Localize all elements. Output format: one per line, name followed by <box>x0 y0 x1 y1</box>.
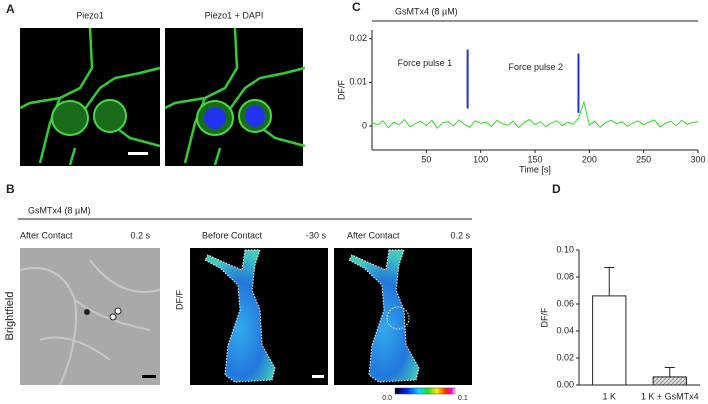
treatment: GsMTx4 (8 µM) <box>28 205 91 215</box>
colorbar <box>394 387 456 395</box>
bead <box>114 307 122 315</box>
image-time: 0.2 s <box>130 230 150 240</box>
image <box>165 28 303 166</box>
y-axis-label: DF/F <box>539 307 549 327</box>
panel-label: C <box>352 0 361 14</box>
side-label: Brightfield <box>4 292 16 341</box>
x-tick-label: 50 <box>421 154 431 164</box>
x-tick-label: 1 K <box>602 391 616 401</box>
y-axis-label: DF/F <box>336 80 346 100</box>
y-tick-label: 0.00 <box>556 379 574 389</box>
bead <box>109 313 117 321</box>
image-title: After Contact <box>347 230 400 240</box>
panel-label: B <box>6 182 15 196</box>
panel-label: A <box>6 2 15 16</box>
image-title: Before Contact <box>202 230 263 240</box>
cell-outline <box>19 259 161 386</box>
x-tick-label: 250 <box>636 154 651 164</box>
bead <box>84 309 90 315</box>
image-title: Piezo1 + DAPI <box>205 10 264 20</box>
image <box>20 248 160 385</box>
scale-bar <box>312 375 324 378</box>
panel-label: D <box>552 182 561 196</box>
data-line <box>371 100 699 129</box>
nucleus <box>204 107 226 129</box>
bar <box>592 295 627 386</box>
image-time: 0.2 s <box>450 230 470 240</box>
x-axis-label: Time [s] <box>519 164 551 174</box>
annotation: Force pulse 1 <box>398 58 453 68</box>
x-tick-label: 150 <box>527 154 542 164</box>
annotation: Force pulse 2 <box>508 62 563 72</box>
y-tick-label: 0.10 <box>556 244 574 254</box>
colorbar-label: 0.1 <box>458 395 468 402</box>
x-tick-label: 300 <box>690 154 705 164</box>
error-bar <box>664 366 675 377</box>
y-tick-label: 0.02 <box>556 352 574 362</box>
y-tick-label: 0.02 <box>349 33 367 43</box>
image-title: After Contact <box>20 230 73 240</box>
y-tick-label: 0 <box>362 120 367 130</box>
chart-title: GsMTx4 (8 µM) <box>395 6 458 16</box>
side-label: DF/F <box>174 290 184 310</box>
scale-bar <box>128 152 148 155</box>
colorbar-label: 0.0 <box>382 395 392 402</box>
image-title: Piezo1 <box>76 10 104 20</box>
y-tick-label: 0.06 <box>556 298 574 308</box>
y-tick-label: 0.01 <box>349 77 367 87</box>
contact-circle <box>386 306 410 330</box>
y-tick-label: 0.08 <box>556 271 574 281</box>
image-time: -30 s <box>306 230 327 240</box>
bar <box>652 376 687 386</box>
x-tick-label: 1 K + GsMTx4 <box>641 391 699 401</box>
nucleus <box>245 105 265 127</box>
scale-bar <box>142 375 156 378</box>
error-bar <box>604 267 615 296</box>
x-tick-label: 100 <box>473 154 488 164</box>
y-tick-label: 0.04 <box>556 325 574 335</box>
x-tick-label: 200 <box>582 154 597 164</box>
